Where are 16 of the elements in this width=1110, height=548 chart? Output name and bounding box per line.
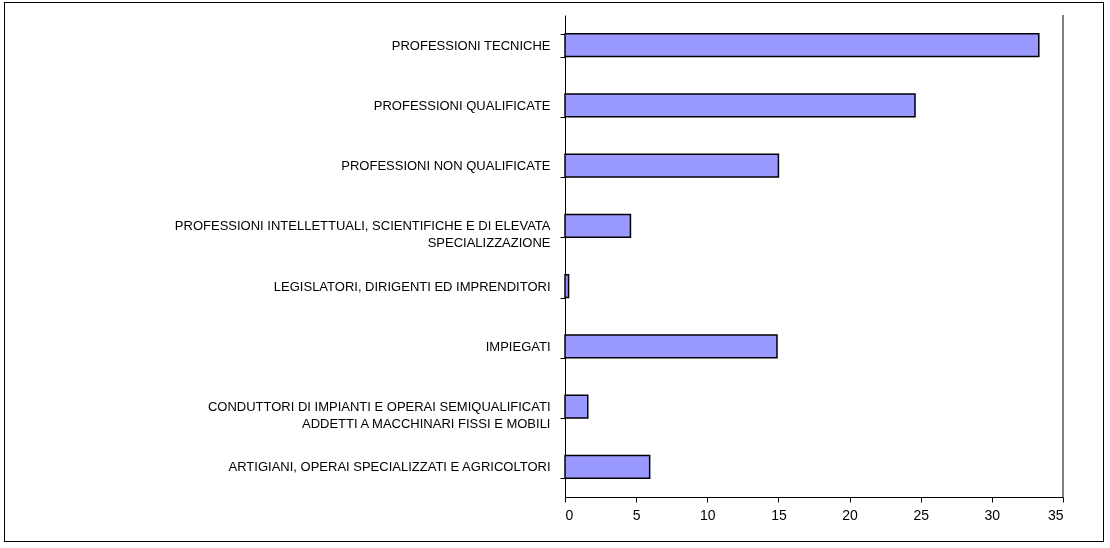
y-tick-label: IMPIEGATI	[485, 338, 551, 354]
y-tick-label: ARTIGIANI, OPERAI SPECIALIZZATI E AGRICOLTORI	[228, 459, 551, 475]
y-tick-label: PROFESSIONI TECNICHE	[391, 37, 551, 53]
x-tick-label: 30	[984, 506, 1001, 523]
x-tick-label: 10	[700, 506, 716, 523]
x-tick-label: 15	[771, 506, 787, 523]
x-tick-label: 0	[565, 506, 574, 523]
y-tick-label: LEGISLATORI, DIRIGENTI ED IMPRENDITORI	[273, 278, 551, 294]
y-tick-label: PROFESSIONI NON QUALIFICATE	[341, 158, 551, 174]
y-tick-label: PROFESSIONI INTELLETTUALI, SCIENTIFICHE E DI ELEVATA SPECIALIZZAZIONE	[174, 218, 551, 251]
x-tick-label: 5	[632, 506, 641, 523]
y-tick-label: PROFESSIONI QUALIFICATE	[373, 97, 551, 113]
x-tick-label: 35	[1047, 506, 1064, 523]
x-tick-label: 20	[842, 506, 859, 523]
x-tick-label: 25	[913, 506, 930, 523]
y-tick-label: CONDUTTORI DI IMPIANTI E OPERAI SEMIQUALIFICATI ADDETTI A MACCHINARI FISSI E MOBILI	[207, 399, 551, 432]
